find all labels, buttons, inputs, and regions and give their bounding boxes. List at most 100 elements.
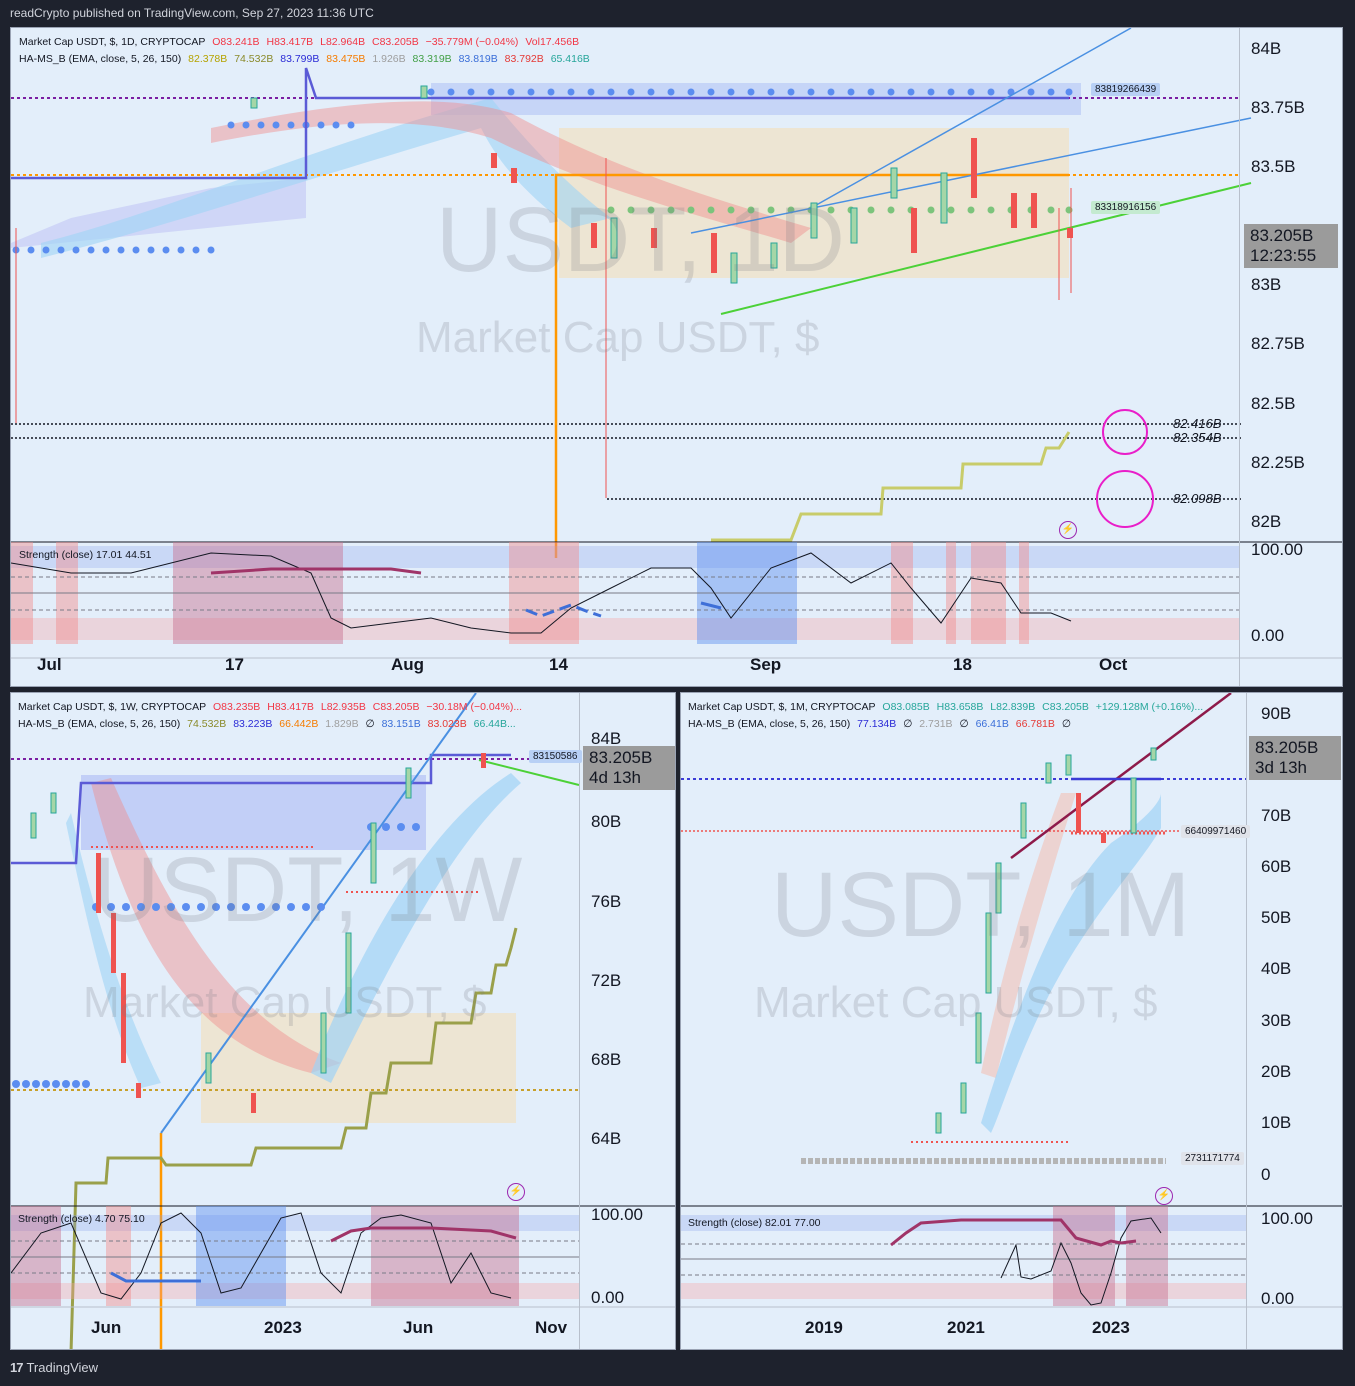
w-ind-v4: 1.829B [325,718,359,730]
daily-high: H83.417B [266,36,314,48]
monthly-chart-panel[interactable]: Market Cap USDT, $, 1M, CRYPTOCAP O83.08… [680,692,1343,1350]
level-82416: 82.416B [1173,416,1222,431]
published-header: readCrypto published on TradingView.com,… [10,6,374,20]
level-82098: 82.098B [1173,491,1222,506]
strength-v2: 75.10 [118,1213,145,1225]
footer: 17 TradingView [10,1360,98,1375]
weekly-flag: 83150586 [529,750,582,763]
w-ind-v7: 83.023B [427,718,467,730]
monthly-low: L82.839B [990,701,1036,713]
y-tick: 70B [1261,806,1292,825]
monthly-axis-separator [1246,693,1247,1349]
y-tick: 64B [591,1129,622,1148]
monthly-open: O83.085B [882,701,930,713]
x-tick: Nov [535,1318,568,1337]
daily-change: −35.779M (−0.04%) [425,36,519,48]
lightning-icon[interactable]: ⚡ [507,1183,525,1201]
monthly-price-tag: 83.205B 3d 13h [1249,736,1341,780]
y-tick: 82.25B [1251,453,1305,472]
strength-v1: 4.70 [95,1213,116,1225]
price-axis-separator [1239,28,1240,686]
x-tick: Aug [391,655,425,674]
weekly-high: H83.417B [267,701,314,713]
monthly-high: H83.658B [936,701,984,713]
weekly-chart-panel[interactable]: Market Cap USDT, $, 1W, CRYPTOCAP O83.23… [10,692,676,1350]
y-tick: 82B [1251,512,1282,531]
y-tick: 68B [591,1050,622,1069]
w-ind-v1: 74.532B [187,718,227,730]
strength-y-top: 100.00 [1261,1209,1313,1228]
daily-close: C83.205B [372,36,419,48]
x-tick: 17 [225,655,244,674]
strength-y-top: 100.00 [591,1205,643,1224]
y-tick: 20B [1261,1062,1292,1081]
daily-symbol: Market Cap USDT, $, 1D, CRYPTOCAP [19,36,206,48]
weekly-countdown: 4d 13h [589,768,641,787]
lightning-icon[interactable]: ⚡ [1059,521,1077,539]
ind-v1: 82.378B [188,53,228,65]
daily-chart-svg [11,28,1342,659]
y-tick: 90B [1261,704,1292,723]
footer-brand: TradingView [26,1360,99,1375]
y-tick: 84B [1251,39,1282,58]
weekly-price-tag: 83.205B 4d 13h [583,746,675,790]
level-82354: 82.354B [1173,430,1222,445]
indicator-name: HA-MS_B (EMA, close, 5, 26, 150) [19,53,182,65]
weekly-chart-svg [11,693,675,1349]
strength-v2: 44.51 [125,549,152,561]
daily-flag-mid: 83318916156 [1091,201,1161,214]
y-tick: 50B [1261,908,1292,927]
monthly-watermark: USDT, 1M [771,854,1191,956]
y-tick: 76B [591,892,622,911]
monthly-change: +129.128M (+0.16%)... [1095,701,1204,713]
w-ind-v2: 83.223B [233,718,273,730]
ind-v2: 74.532B [234,53,274,65]
x-tick: Jun [91,1318,122,1337]
monthly-legend-line1: Market Cap USDT, $, 1M, CRYPTOCAP O83.08… [688,700,1207,715]
daily-open: O83.241B [212,36,260,48]
strength-v1: 82.01 [765,1217,792,1229]
x-tick: 2019 [805,1318,843,1337]
tradingview-logo-icon: 17 [10,1360,24,1375]
daily-chart-panel[interactable]: Market Cap USDT, $, 1D, CRYPTOCAP O83.24… [10,27,1343,687]
monthly-flag-low: 2731171774 [1181,1152,1244,1165]
daily-price-tag: 83.205B 12:23:55 [1244,224,1338,268]
w-ind-v8: 66.44B... [473,718,516,730]
ind-v7: 83.819B [458,53,498,65]
y-tick: 60B [1261,857,1292,876]
y-tick: 83.75B [1251,98,1305,117]
monthly-chart-svg [681,693,1342,1308]
weekly-watermark: USDT, 1W [93,839,523,941]
daily-strength-label: Strength (close) 17.01 44.51 [19,549,152,561]
m-ind-v7: ∅ [1061,718,1071,730]
monthly-flag-mid: 66409971460 [1181,825,1251,838]
m-ind-v4: ∅ [959,718,969,730]
y-tick: 72B [591,971,622,990]
lightning-icon[interactable]: ⚡ [1155,1187,1173,1205]
monthly-symbol: Market Cap USDT, $, 1M, CRYPTOCAP [688,701,876,713]
daily-watermark: USDT, 1D [436,189,845,291]
ind-v3: 83.799B [280,53,320,65]
weekly-axis-separator [579,693,580,1349]
x-tick: Sep [750,655,782,674]
daily-volume: Vol17.456B [525,36,580,48]
w-ind-v6: 83.151B [381,718,421,730]
x-tick: 14 [549,655,568,674]
strength-title: Strength (close) [688,1217,763,1229]
monthly-countdown: 3d 13h [1255,758,1307,777]
weekly-low: L82.935B [320,701,366,713]
x-tick: 2021 [947,1318,985,1337]
strength-v1: 17.01 [96,549,123,561]
w-ind-v5: ∅ [365,718,375,730]
y-tick: 82.5B [1251,394,1296,413]
ind-v9: 65.416B [550,53,590,65]
monthly-indicator-name: HA-MS_B (EMA, close, 5, 26, 150) [688,718,851,730]
weekly-open: O83.235B [213,701,261,713]
weekly-watermark-sub: Market Cap USDT, $ [83,978,487,1027]
weekly-legend-line2: HA-MS_B (EMA, close, 5, 26, 150) 74.532B… [18,717,520,732]
strength-y-top: 100.00 [1251,540,1303,559]
y-tick: 80B [591,812,622,831]
m-ind-v5: 66.41B [975,718,1009,730]
strength-v2: 77.00 [794,1217,821,1229]
strength-title: Strength (close) [19,549,94,561]
